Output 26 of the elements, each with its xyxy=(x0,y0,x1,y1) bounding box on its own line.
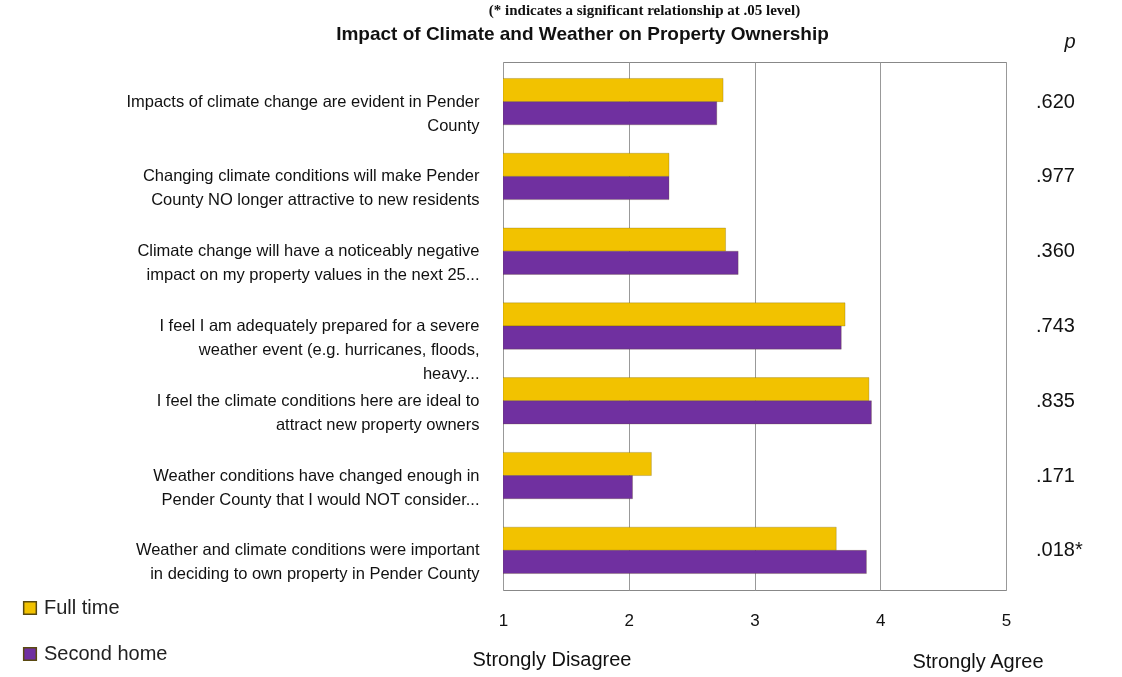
y-tick-label: I feel I am adequately prepared for a severe weather event (e.g. hurricanes, floods, heavy... xyxy=(159,316,480,382)
y-tick-label: Impacts of climate change are evident in Pender County xyxy=(126,91,481,134)
text: p xyxy=(1063,30,1076,52)
x-tick-label: 5 xyxy=(1001,610,1012,630)
y-tick-label: Weather conditions have changed enough in Pender County that I would NOT consider... xyxy=(153,465,480,508)
text: .977 xyxy=(1036,164,1075,187)
x-tick-label: 2 xyxy=(624,610,634,630)
y-tick-label: Weather and climate conditions were important in deciding to own property in Pender County xyxy=(135,540,481,583)
y-tick-label: Climate change will have a noticeably negative impact on my property values in the next 25... xyxy=(137,241,480,284)
text: .743 xyxy=(1036,314,1075,336)
x-tick-label: 4 xyxy=(876,610,886,630)
text: Strongly Agree xyxy=(912,650,1044,672)
legend-label: Second home xyxy=(44,642,168,664)
text: (* indicates a significant relationship at .05 level) xyxy=(488,2,801,19)
text: .018* xyxy=(1036,538,1083,561)
y-tick-label: Changing climate conditions will make Pender County NO longer attractive to new residents xyxy=(142,166,480,209)
text: Strongly Disagree xyxy=(472,648,632,670)
text: .171 xyxy=(1036,463,1075,486)
chart-title: Impact of Climate and Weather on Property Ownership xyxy=(336,23,829,44)
text: .620 xyxy=(1036,89,1075,112)
x-tick-label: 3 xyxy=(750,610,760,630)
legend-label: Full time xyxy=(44,596,120,618)
text: .360 xyxy=(1036,239,1075,262)
text: .835 xyxy=(1036,388,1075,411)
x-tick-label: 1 xyxy=(498,610,509,630)
y-tick-label: I feel the climate conditions here are ideal to attract new property owners xyxy=(156,390,480,433)
